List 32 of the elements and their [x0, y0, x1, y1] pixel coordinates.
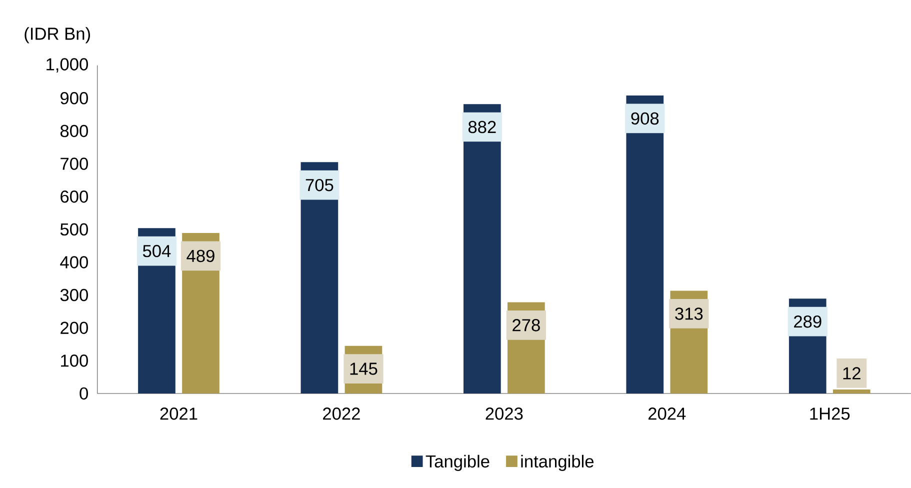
x-tick-label: 1H25: [810, 407, 850, 420]
data-label: 12: [843, 367, 860, 380]
y-tick-label: 700: [60, 158, 88, 170]
y-tick-label: 900: [60, 92, 88, 104]
x-tick-label: 2023: [486, 407, 523, 420]
legend-label: intangible: [521, 454, 594, 471]
data-label: 489: [186, 250, 214, 262]
x-tick-label: 2021: [160, 407, 198, 420]
data-label: 908: [631, 112, 659, 125]
y-tick-label: 800: [60, 124, 88, 138]
y-tick-label: 400: [60, 256, 88, 268]
data-label: 882: [468, 120, 496, 134]
y-axis-title: (IDR Bn): [24, 27, 90, 44]
bar: [832, 389, 870, 394]
y-tick-label: 200: [60, 322, 88, 334]
y-tick-label: 0: [80, 387, 88, 400]
y-tick-label: 300: [60, 288, 88, 302]
legend-label: Tangible: [426, 454, 490, 471]
y-tick-label: 100: [61, 354, 88, 367]
bar: [626, 95, 664, 394]
data-label: 705: [306, 178, 334, 192]
data-label: 145: [350, 362, 378, 375]
data-label: 278: [512, 318, 540, 332]
x-tick-label: 2022: [323, 407, 360, 420]
y-tick-label: 500: [60, 223, 88, 236]
y-tick-label: 600: [60, 190, 88, 203]
data-label: 504: [142, 244, 171, 258]
data-label: 289: [794, 315, 822, 328]
data-label: 313: [675, 307, 703, 320]
bar: [464, 104, 501, 394]
y-tick-label: 1,000: [46, 58, 88, 72]
x-tick-label: 2024: [648, 407, 686, 420]
